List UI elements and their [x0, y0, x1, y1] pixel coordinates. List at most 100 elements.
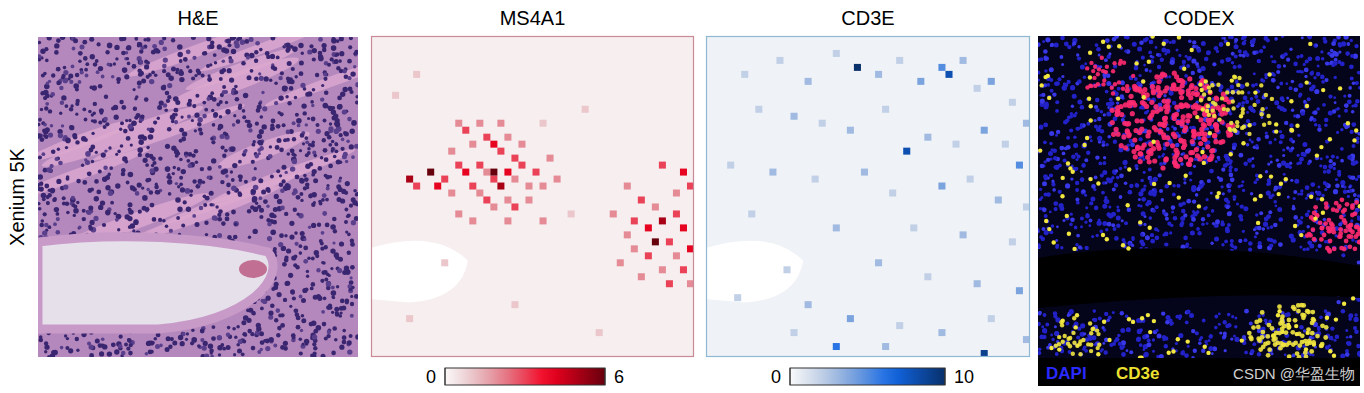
heatmap-cell [406, 176, 413, 183]
heatmap-cell [413, 183, 420, 190]
heatmap-cell [819, 120, 826, 127]
heatmap-cell [441, 259, 448, 266]
heatmap-cell [624, 231, 631, 238]
heatmap-cell [511, 155, 518, 162]
heatmap-cell [469, 183, 476, 190]
heatmap-cell [490, 141, 497, 148]
heatmap-cell [833, 343, 840, 350]
heatmap-cell [917, 78, 924, 85]
heatmap-cell [666, 280, 673, 287]
panel-title: H&E [177, 7, 218, 29]
heatmap-cell [953, 141, 960, 148]
empty-area [706, 241, 803, 303]
heatmap-cell [631, 217, 638, 224]
panel-title: CD3E [841, 7, 894, 29]
heatmap-ground [706, 36, 1030, 357]
heatmap-cell [659, 266, 666, 273]
heatmap-cell [448, 148, 455, 155]
heatmap-cell [776, 57, 783, 64]
heatmap-cell [974, 85, 981, 92]
heatmap-cell [910, 224, 917, 231]
colorbar-label: 0 [771, 367, 781, 387]
heatmap-cell [1002, 141, 1009, 148]
heatmap-cell [547, 155, 554, 162]
heatmap-cell [504, 217, 511, 224]
colorbar-tick [945, 368, 946, 385]
heatmap-cell [903, 148, 910, 155]
heatmap-cell [981, 127, 988, 134]
heatmap-cell [490, 176, 497, 183]
heatmap-cell [875, 71, 882, 78]
heatmap-cell [540, 183, 547, 190]
heatmap-cell [392, 92, 399, 99]
heatmap-cell [525, 197, 532, 204]
channel-label: CD3e [1116, 364, 1159, 383]
heatmap-cell [652, 203, 659, 210]
heatmap-cell [462, 127, 469, 134]
heatmap-cell [596, 329, 603, 336]
heatmap-cell [638, 197, 645, 204]
heatmap-cell [610, 210, 617, 217]
colorbar-tick [605, 368, 606, 385]
figure: Xenium 5KH&EMS4A106CD3E010CODEXDAPICD3eC… [0, 0, 1364, 393]
heatmap-cell [673, 252, 680, 259]
heatmap-cell [673, 210, 680, 217]
heatmap-cell [441, 176, 448, 183]
heatmap-cell [413, 71, 420, 78]
heatmap-cell [1009, 238, 1016, 245]
heatmap-cell [497, 183, 504, 190]
heatmap-cell [455, 210, 462, 217]
heatmap-cell [727, 162, 734, 169]
heatmap-cell [967, 176, 974, 183]
heatmap-cell [791, 329, 798, 336]
heatmap-cell [882, 343, 889, 350]
heatmap-cell [476, 190, 483, 197]
heatmap-cell [924, 273, 931, 280]
heatmap-cell [791, 113, 798, 120]
heatmap-cell [518, 162, 525, 169]
heatmap-cell [504, 197, 511, 204]
heatmap-cell [938, 329, 945, 336]
empty-area [371, 241, 468, 303]
row-label: Xenium 5K [6, 147, 28, 245]
heatmap-cell [680, 169, 687, 176]
watermark: CSDN @华盈生物 [1233, 365, 1355, 382]
heatmap-cell [938, 183, 945, 190]
heatmap-cell [476, 162, 483, 169]
heatmap-cell [1016, 162, 1023, 169]
colorbar [790, 368, 945, 385]
heatmap-cell [988, 315, 995, 322]
heatmap-cell [497, 148, 504, 155]
heatmap-cell [755, 106, 762, 113]
panel-title: CODEX [1163, 7, 1234, 29]
colorbar-label: 0 [426, 367, 436, 387]
heatmap-cell [476, 120, 483, 127]
colorbar-tick [445, 368, 446, 385]
heatmap-cell [455, 120, 462, 127]
heatmap-cell [833, 224, 840, 231]
panel-frame [372, 37, 694, 357]
colorbar-label: 6 [614, 367, 624, 387]
heatmap-cell [540, 217, 547, 224]
heatmap-cell [434, 183, 441, 190]
heatmap-cell [833, 50, 840, 57]
heatmap-cell [812, 176, 819, 183]
heatmap-cell [554, 176, 561, 183]
heatmap-cell [469, 217, 476, 224]
heatmap-cell [533, 169, 540, 176]
heatmap-cell [945, 71, 952, 78]
heatmap-cell [483, 197, 490, 204]
heatmap-cell [455, 162, 462, 169]
heatmap-cell [490, 169, 497, 176]
heatmap-cell [518, 141, 525, 148]
panel-frame [707, 37, 1030, 357]
heatmap-cell [490, 203, 497, 210]
heatmap-cell [645, 252, 652, 259]
heatmap-cell [680, 224, 687, 231]
codex-image [1038, 36, 1360, 386]
heatmap-cell [805, 301, 812, 308]
heatmap-cell [769, 169, 776, 176]
heatmap [706, 36, 1030, 357]
heatmap-cell [847, 127, 854, 134]
heatmap-cell [896, 322, 903, 329]
